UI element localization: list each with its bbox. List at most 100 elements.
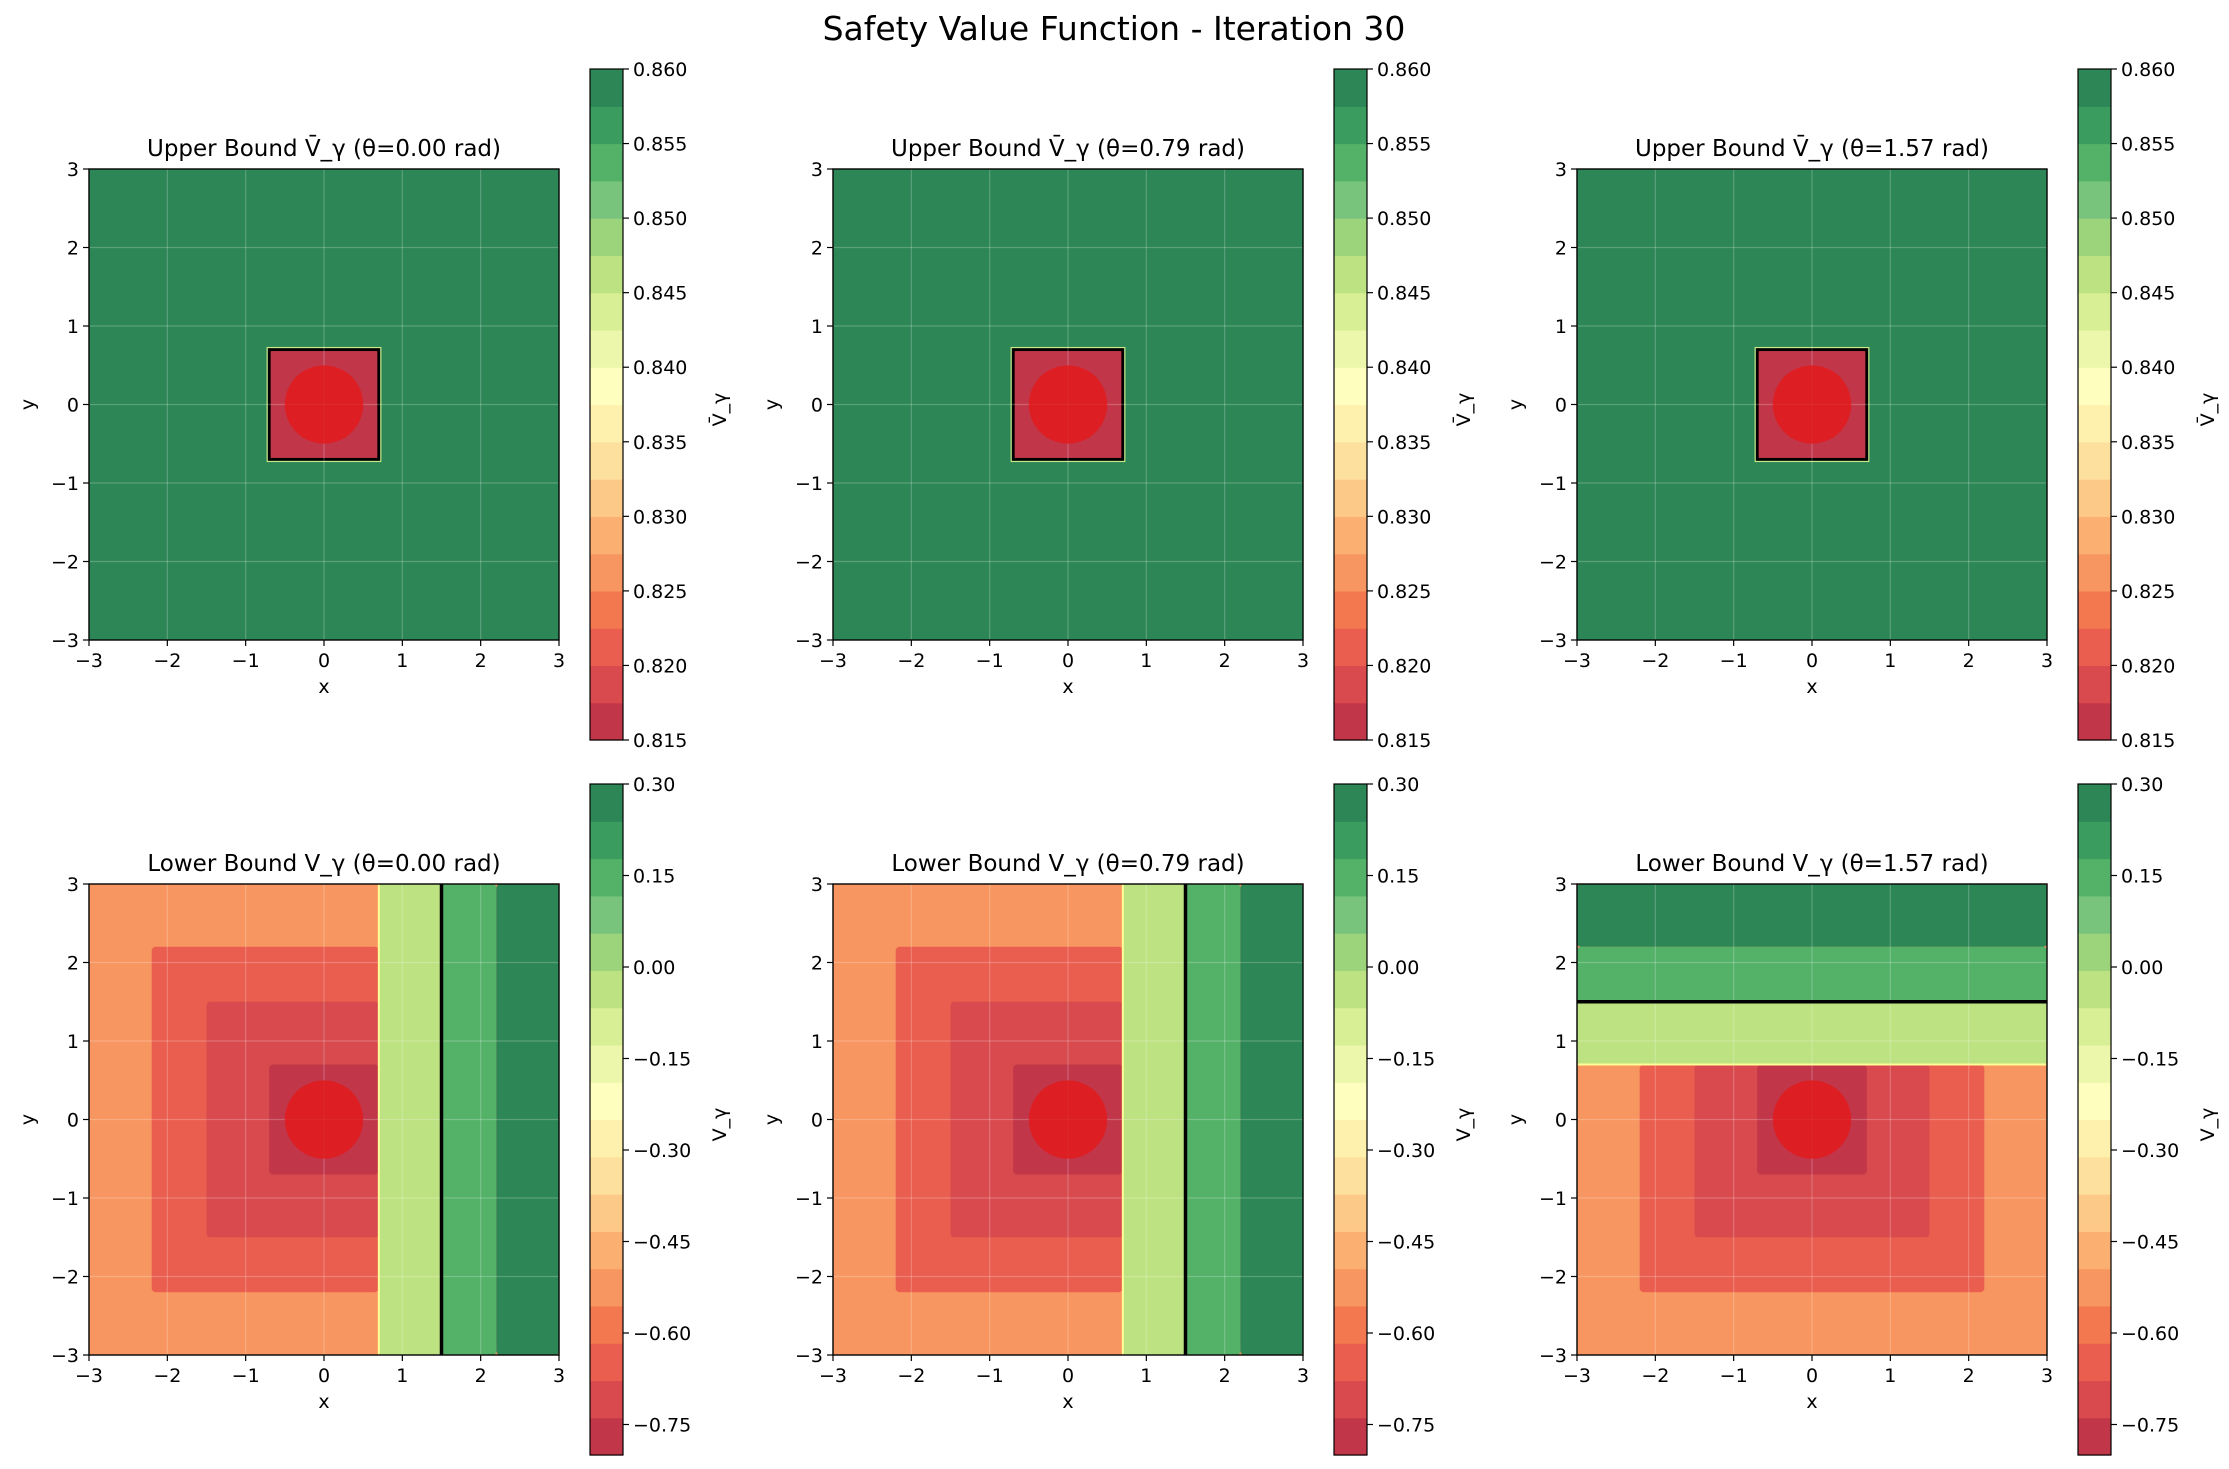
colorbar-tick-label: 0.820 xyxy=(633,655,687,677)
x-tick-label: 1 xyxy=(1884,650,1896,672)
y-tick-label: −2 xyxy=(795,1267,823,1289)
colorbar-segment xyxy=(590,1343,623,1382)
colorbar-segment xyxy=(1334,858,1367,897)
x-tick-label: −3 xyxy=(75,650,103,672)
obstacle-circle xyxy=(1772,365,1852,444)
subplot-title: Lower Bound V_γ (θ=0.00 rad) xyxy=(147,851,500,877)
value-region xyxy=(1577,884,2047,947)
colorbar-segment xyxy=(590,1082,623,1121)
subplot-4: Lower Bound V_γ (θ=0.00 rad) −3 −2 −1 0 1 2 3 −3… xyxy=(17,774,731,1456)
colorbar-tick-label: 0.850 xyxy=(1377,208,1431,230)
colorbar-segment xyxy=(590,106,623,145)
subplot-2: Upper Bound V̄_γ (θ=0.79 rad) −3 −2 −1 0 1 2 3 −… xyxy=(761,59,1475,752)
colorbar-segment xyxy=(1334,970,1367,1009)
y-tick-label: 2 xyxy=(1555,238,1567,260)
colorbar-segment xyxy=(1334,1231,1367,1270)
colorbar-segment xyxy=(2078,895,2111,934)
y-tick-label: 2 xyxy=(67,238,79,260)
subplot-title: Upper Bound V̄_γ (θ=0.00 rad) xyxy=(147,134,501,162)
colorbar-segment xyxy=(1334,553,1367,592)
y-tick-label: 1 xyxy=(67,316,79,338)
colorbar-segment xyxy=(2078,1119,2111,1158)
colorbar-tick-label: 0.820 xyxy=(1377,655,1431,677)
colorbar-tick-label: −0.30 xyxy=(633,1140,691,1162)
plot-area xyxy=(833,169,1303,640)
subplot-title: Upper Bound V̄_γ (θ=0.79 rad) xyxy=(891,134,1245,162)
colorbar-tick-label: −0.45 xyxy=(2121,1232,2179,1254)
colorbar-segment xyxy=(2078,218,2111,256)
colorbar-frame xyxy=(589,68,624,741)
y-tick-label: −1 xyxy=(1539,1188,1567,1210)
colorbar-tick-label: −0.15 xyxy=(2121,1049,2179,1071)
colorbar-segment xyxy=(2078,69,2111,107)
colorbar-tick-label: 0.815 xyxy=(2121,730,2175,752)
colorbar-segment xyxy=(2078,970,2111,1009)
value-region xyxy=(1185,884,1241,1355)
colorbar-segment xyxy=(2078,1380,2111,1419)
x-tick-label: 0 xyxy=(1062,1365,1074,1387)
colorbar-segment xyxy=(1334,821,1367,860)
colorbar-segment xyxy=(590,441,623,480)
colorbar-tick-label: −0.60 xyxy=(1377,1323,1435,1345)
colorbar-segment xyxy=(2078,1156,2111,1195)
y-axis-label: y xyxy=(761,1114,783,1125)
colorbar-segment xyxy=(590,1305,623,1344)
y-tick-label: −2 xyxy=(51,1267,79,1289)
colorbar-segment xyxy=(590,1194,623,1232)
colorbar-segment xyxy=(2078,1268,2111,1307)
y-tick-label: 3 xyxy=(811,874,823,896)
colorbar-segment xyxy=(1334,255,1367,294)
subplot-3: Upper Bound V̄_γ (θ=1.57 rad) −3 −2 −1 0 1 2 3 −… xyxy=(1505,59,2219,752)
x-tick-label: 0 xyxy=(318,650,330,672)
obstacle-circle xyxy=(1028,1080,1108,1159)
x-tick-label: −2 xyxy=(1641,1365,1669,1387)
colorbar-tick-label: 0.835 xyxy=(1377,432,1431,454)
colorbar-segment xyxy=(1334,1194,1367,1232)
colorbar: −0.75 −0.60 −0.45 −0.30 −0.15 0.00 0.15 0.30 V_γ xyxy=(2077,774,2219,1456)
obstacle-circle xyxy=(284,1080,364,1159)
colorbar-segment xyxy=(590,69,623,107)
colorbar-tick-label: 0.815 xyxy=(633,730,687,752)
x-axis-label: x xyxy=(1062,676,1073,698)
y-axis-label: y xyxy=(17,399,39,410)
plot-area xyxy=(89,169,559,640)
y-tick-label: −3 xyxy=(795,630,823,652)
x-tick-label: −3 xyxy=(1563,1365,1591,1387)
colorbar-label: V_γ xyxy=(709,1108,731,1142)
colorbar-segment xyxy=(590,821,623,860)
x-tick-label: 1 xyxy=(1140,1365,1152,1387)
colorbar-tick-label: 0.820 xyxy=(2121,655,2175,677)
colorbar-tick-label: 0.840 xyxy=(2121,357,2175,379)
colorbar-segment xyxy=(1334,665,1367,704)
colorbar-tick-label: 0.825 xyxy=(633,581,687,603)
colorbar-segment xyxy=(2078,1007,2111,1046)
colorbar-tick-label: 0.860 xyxy=(633,59,687,81)
colorbar-tick-label: −0.75 xyxy=(2121,1415,2179,1437)
colorbar-segment xyxy=(590,516,623,555)
colorbar-segment xyxy=(2078,553,2111,592)
colorbar-tick-label: 0.15 xyxy=(1377,866,1419,888)
y-tick-label: 3 xyxy=(67,874,79,896)
y-tick-label: 0 xyxy=(811,395,823,417)
colorbar-segment xyxy=(2078,628,2111,667)
y-axis-label: y xyxy=(17,1114,39,1125)
x-tick-label: 3 xyxy=(1297,650,1309,672)
colorbar-segment xyxy=(1334,1380,1367,1419)
x-tick-label: 1 xyxy=(1884,1365,1896,1387)
contour-ring xyxy=(1754,346,1870,463)
colorbar-segment xyxy=(2078,1194,2111,1232)
colorbar-segment xyxy=(2078,329,2111,368)
x-axis-label: x xyxy=(1806,1391,1817,1413)
colorbar-segment xyxy=(1334,516,1367,555)
colorbar-label: V̄_γ xyxy=(707,393,731,427)
colorbar-frame xyxy=(589,783,624,1456)
colorbar-segment xyxy=(590,895,623,934)
colorbar-segment xyxy=(2078,292,2111,331)
colorbar-segment xyxy=(1334,106,1367,145)
y-tick-label: 2 xyxy=(811,953,823,975)
colorbar-tick-label: 0.15 xyxy=(633,866,675,888)
colorbar-segment xyxy=(1334,69,1367,107)
x-tick-label: −3 xyxy=(819,1365,847,1387)
colorbar-tick-label: −0.60 xyxy=(633,1323,691,1345)
x-tick-label: −2 xyxy=(153,650,181,672)
